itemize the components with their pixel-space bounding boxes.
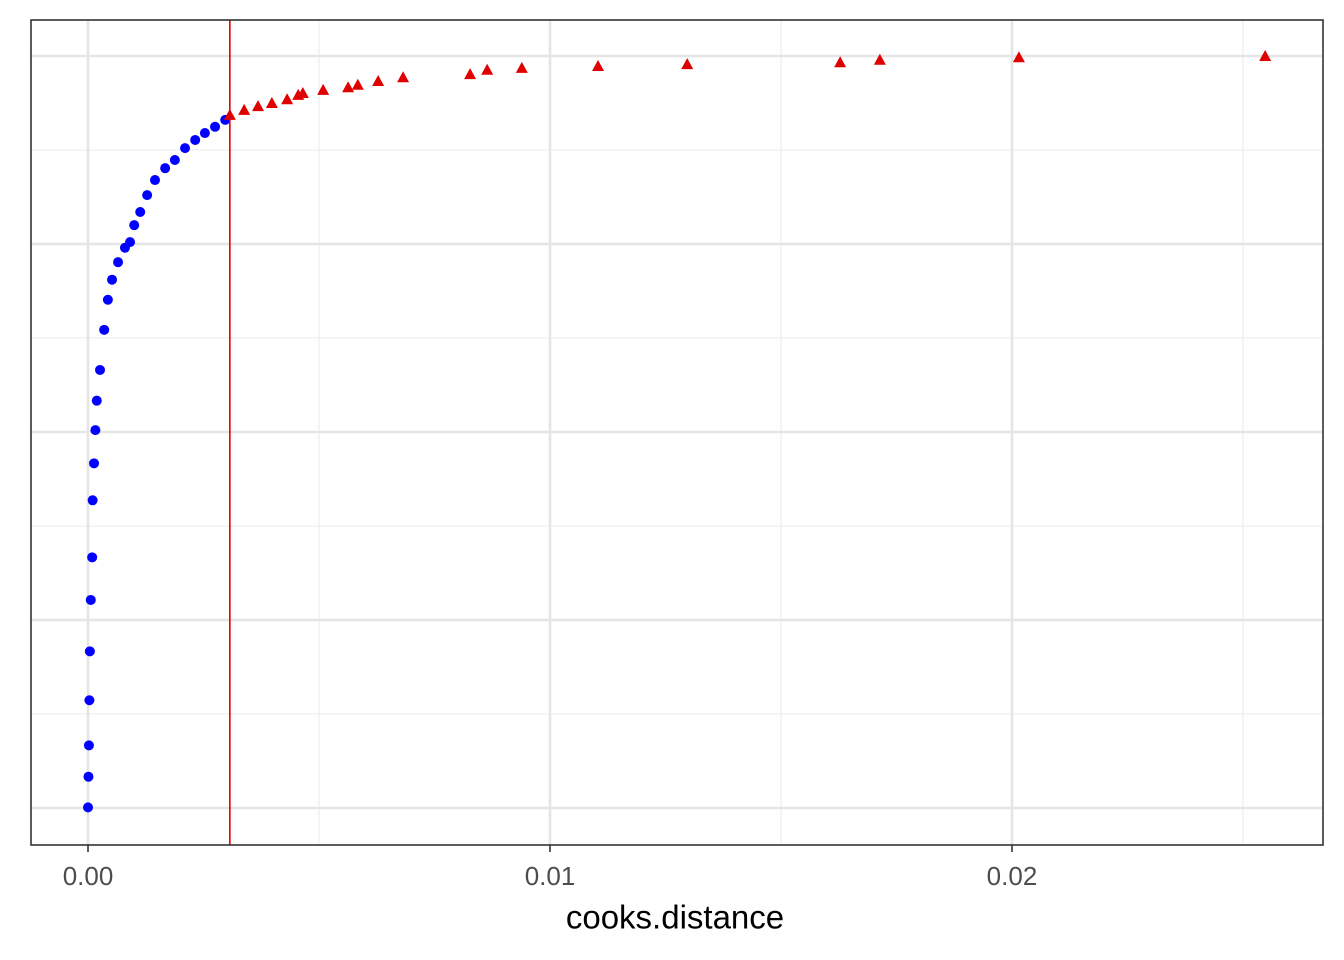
point [1259, 49, 1272, 61]
point [592, 60, 605, 72]
point [169, 155, 180, 166]
point [83, 771, 94, 782]
point [91, 395, 102, 406]
point [190, 134, 201, 145]
point [87, 552, 98, 563]
point [238, 103, 251, 115]
point [199, 128, 210, 139]
grid [31, 20, 1323, 845]
marks [83, 20, 1272, 845]
point [113, 257, 124, 268]
point [142, 190, 153, 201]
point [252, 100, 265, 112]
point [99, 324, 110, 335]
point [90, 425, 101, 436]
point [129, 220, 140, 231]
point [135, 207, 146, 218]
point [397, 71, 410, 83]
point [281, 93, 294, 105]
point [296, 86, 309, 98]
panel-border [30, 19, 1324, 846]
point [84, 695, 95, 706]
point [89, 458, 100, 469]
point [85, 594, 96, 605]
point [180, 143, 191, 154]
point [372, 75, 385, 87]
point [84, 646, 95, 657]
point [464, 68, 477, 80]
point [481, 63, 494, 75]
x-tick-label: 0.02 [987, 861, 1038, 891]
point [149, 175, 160, 186]
point [681, 58, 694, 70]
point [515, 61, 528, 73]
x-tick-label: 0.00 [63, 861, 114, 891]
point [317, 83, 330, 95]
point [125, 237, 136, 248]
point [102, 294, 113, 305]
point [87, 495, 98, 506]
point [107, 274, 118, 285]
point [873, 53, 886, 65]
point [160, 163, 171, 174]
x-axis-title: cooks.distance [566, 899, 784, 936]
point [83, 802, 94, 813]
point [95, 364, 106, 375]
point [83, 740, 94, 751]
point [265, 96, 278, 108]
point [342, 81, 355, 93]
point [351, 78, 364, 90]
point [210, 121, 221, 132]
point [1012, 51, 1025, 63]
point [834, 56, 847, 68]
x-tick-label: 0.01 [525, 861, 576, 891]
